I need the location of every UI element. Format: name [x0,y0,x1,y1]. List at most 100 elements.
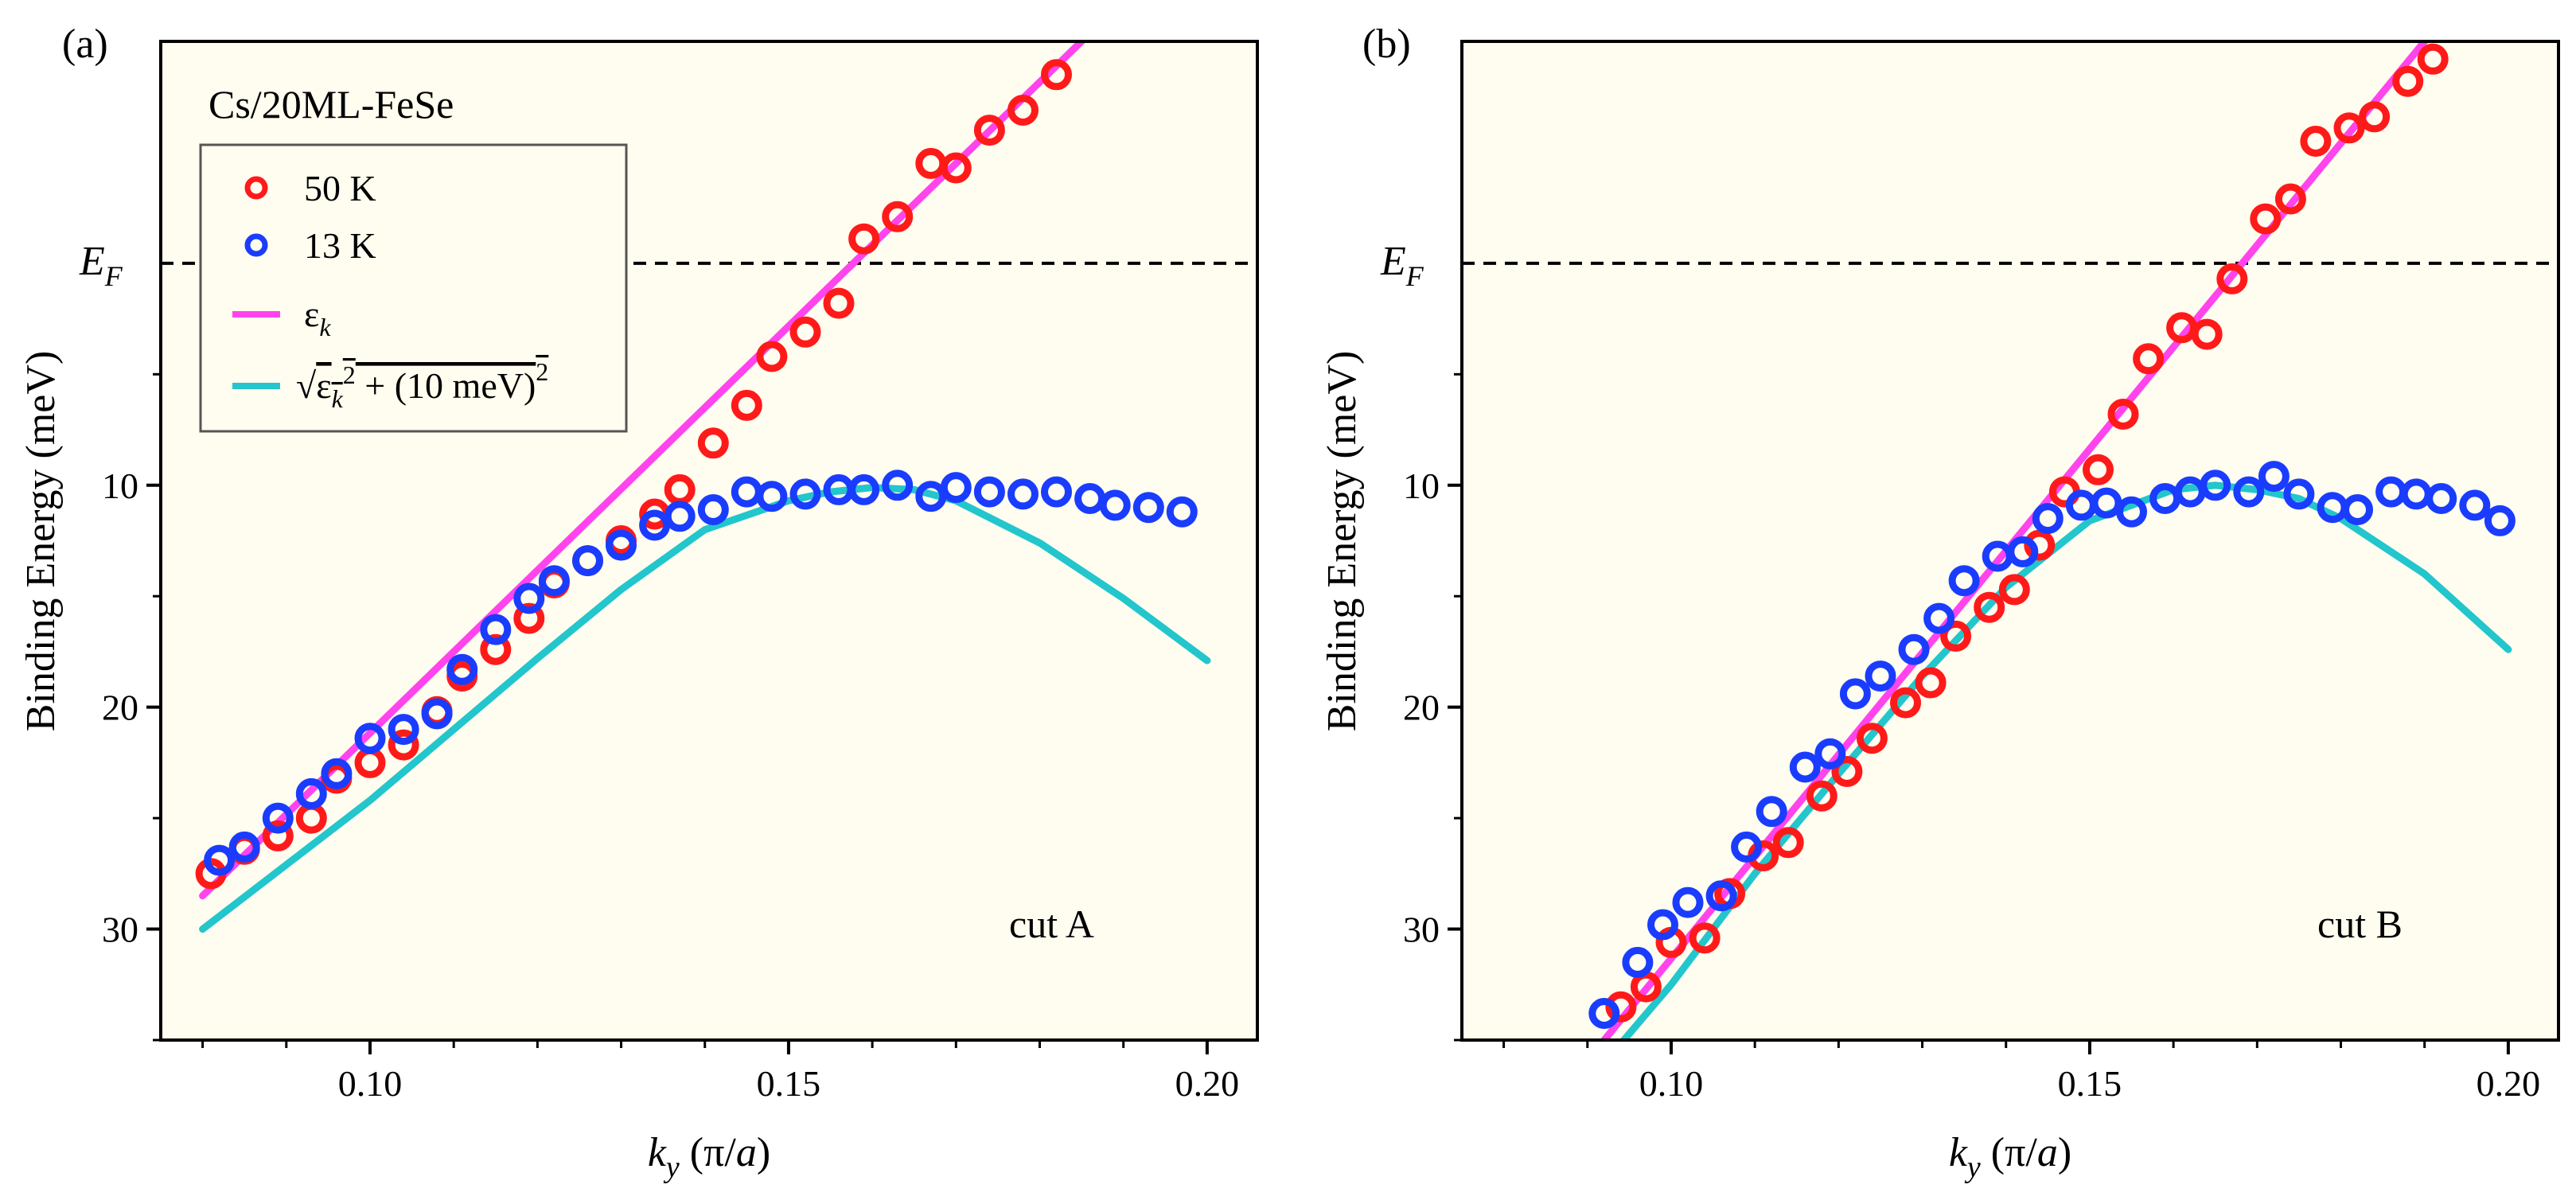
x-tick-label: 0.20 [1175,1063,1240,1104]
data-point [262,802,294,834]
data-point [1099,489,1131,521]
data-point [606,529,637,561]
y-tick-label: 10 [1403,466,1440,506]
legend-marker-50k [244,176,268,200]
data-point [1007,478,1039,510]
data-point [1731,831,1763,863]
data-point [1041,59,1072,91]
data-point [354,723,386,754]
data-point [262,820,294,851]
data-point [1806,780,1837,812]
annotation-cut-b: cut B [2317,902,2403,946]
x-tick-label: 0.15 [2058,1063,2122,1104]
data-point [1998,574,2030,606]
data-point [295,777,327,809]
fermi-label-a: EF [79,239,123,292]
data-point [2216,263,2248,294]
legend-box [199,143,628,433]
chart-panel-b: 0.10 0.15 0.20 10 20 30 (b) cut B EF Binding … [1319,21,2560,1184]
data-point [1772,827,1804,859]
series-line-3-b [1619,481,2512,1040]
data-point [823,287,855,319]
data-point [756,341,788,372]
data-point [1814,738,1846,770]
data-point [228,831,260,863]
data-point [1923,602,1955,634]
x-tick-label: 0.15 [757,1063,821,1104]
data-point [789,478,821,510]
chart-panel-a: 0.10 0.15 0.20 10 20 30 (a) Cs/20ML-FeSe cut … [18,21,1259,1184]
legend: 50 K 13 K εk √εk2 + (10 meV)2 [199,143,628,433]
data-point [538,565,570,597]
legend-label-50k: 50 K [304,168,376,208]
legend-label-13k: 13 K [304,225,376,266]
data-point [2107,399,2139,430]
data-point [2091,487,2122,519]
x-axis-label-a: ky (π/a) [648,1130,770,1184]
data-point [2032,503,2064,535]
data-point [2200,470,2231,501]
legend-label-eps: εk [304,294,331,341]
data-point [756,481,788,512]
data-point [2459,489,2491,521]
data-point [1831,756,1863,787]
data-point [321,758,353,789]
data-point [789,316,821,348]
data-point [1007,95,1039,126]
data-point [2233,476,2265,508]
sample-label: Cs/20ML-FeSe [208,82,454,127]
data-point [2426,483,2457,514]
series-line-3-a [199,484,1211,933]
data-point [388,729,419,761]
series-line-2-a [199,41,1085,900]
data-point [388,714,419,746]
data-point [940,472,972,504]
data-point [2007,536,2039,567]
plot-marks-b [1462,41,2558,1040]
data-point [480,614,512,645]
data-point [848,473,880,505]
data-point [1948,565,1980,597]
data-point [973,115,1005,146]
data-point [664,501,696,532]
data-point [697,427,729,459]
data-point [2300,126,2332,157]
data-point [1974,591,2005,623]
x-tick-label: 0.20 [2477,1063,2541,1104]
panel-label-b: (b) [1362,21,1411,67]
data-point [513,602,545,634]
data-point [848,223,880,255]
axes-a: 0.10 0.15 0.20 10 20 30 [102,372,1240,1104]
legend-marker-13k [244,233,268,257]
legend-label-gap: √εk2 + (10 meV)2 [296,357,548,413]
series-points-1-a [204,470,1198,876]
data-point [2484,505,2516,536]
data-point [2258,461,2290,493]
data-point [1605,991,1637,1023]
data-point [2283,478,2315,510]
data-point [1705,880,1737,912]
data-point [1940,620,1972,652]
annotation-cut-a: cut A [1009,902,1094,946]
x-tick-label: 0.10 [338,1063,403,1104]
x-axis-label-b: ky (π/a) [1949,1130,2071,1184]
data-point [1865,660,1896,692]
data-point [421,698,453,730]
data-point [915,481,947,512]
y-tick-label: 30 [102,910,138,950]
y-axis-label-b: Binding Energy (meV) [1319,351,1365,732]
data-point [973,476,1005,508]
data-point [2274,183,2306,215]
data-point [446,653,478,685]
data-point [697,494,729,525]
data-point [1839,678,1871,710]
data-point [572,545,603,577]
series-points-0-b [1605,43,2449,1023]
series-points-1-b [1588,461,2516,1029]
data-point [2342,494,2373,525]
data-point [2359,101,2391,133]
x-tick-label: 0.10 [1639,1063,1704,1104]
axes-b: 0.10 0.15 0.20 10 20 30 [1403,372,2541,1104]
data-point [2250,203,2282,235]
